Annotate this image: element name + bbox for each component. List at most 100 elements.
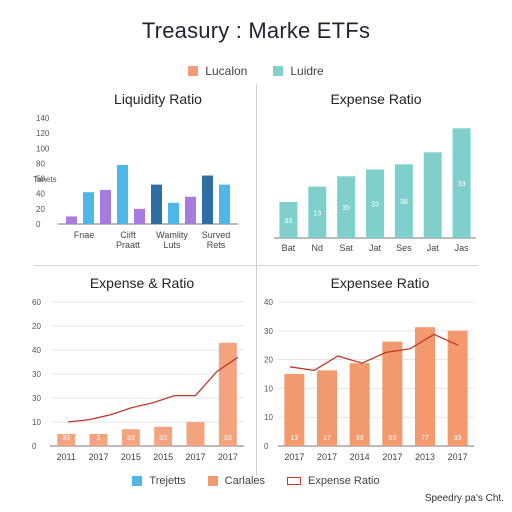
bar <box>134 208 145 224</box>
legend-item: Trejetts <box>132 475 186 487</box>
bar <box>151 184 162 224</box>
bar <box>100 189 111 224</box>
bar-value-label: 33 <box>454 435 462 442</box>
x-tick-label: 2017 <box>317 452 337 462</box>
legend-item: Expense Ratio <box>287 475 380 487</box>
expense-ratio-chart: Expense Ratio 33 Bat 13 Nd 35 Sat 33 Jat 38 Ses Jat… <box>274 91 476 253</box>
bar <box>317 370 337 446</box>
bar <box>423 152 442 238</box>
bar <box>219 184 230 224</box>
y-tick-label: 60 <box>32 298 41 307</box>
source-note: Speedry pa's Cht. <box>424 493 504 504</box>
chart-title: Treasury : Marke ETFs <box>141 18 371 43</box>
y-tick-label: 10 <box>32 418 41 427</box>
legend-item: Carlales <box>207 475 265 487</box>
expense-ratio-line <box>289 333 459 372</box>
y-tick-label: 30 <box>264 327 273 336</box>
bar <box>202 175 213 224</box>
panel-expense-ratio: Expense Ratio 33 Bat 13 Nd 35 Sat 33 Jat 38 Ses Jat… <box>266 88 481 258</box>
x-tick-label: 2011 <box>56 452 75 462</box>
bar <box>308 186 327 238</box>
bar <box>168 202 179 224</box>
vertical-divider <box>256 84 257 476</box>
bar-value-label: 13 <box>290 435 298 442</box>
bar <box>415 327 435 446</box>
x-tick-label: Wamlity Luts <box>156 230 188 250</box>
bar-value-label: 53 <box>388 435 396 442</box>
bottom-legend: Trejetts Carlales Expense Ratio <box>0 475 512 487</box>
expense-and-ratio-chart: Expense & Ratio 0 10 30 30 40 20 60 33 2011 3 2017 3… <box>32 275 244 462</box>
bar-value-label: 35 <box>342 205 350 212</box>
y-tick-label: 100 <box>36 144 50 153</box>
bar-value-label: 33 <box>371 202 379 209</box>
panel-title: Expense Ratio <box>330 91 421 107</box>
legend-line-swatch <box>287 477 302 485</box>
bar <box>349 363 370 446</box>
panel-expense-and-ratio: Expense & Ratio 0 10 30 30 40 20 60 33 2011 3 2017 3… <box>30 272 245 467</box>
bar-value-label: 17 <box>323 435 331 442</box>
y-tick-label: 40 <box>264 298 273 307</box>
horizontal-divider <box>34 265 478 266</box>
bar <box>66 216 77 224</box>
legend-label: Lucalon <box>205 64 248 78</box>
y-tick-label: 0 <box>32 442 37 451</box>
bar <box>284 374 305 446</box>
bar-value-label: 77 <box>421 435 429 442</box>
bar-value-label: 33 <box>285 218 293 225</box>
x-tick-label: Bat <box>282 243 296 253</box>
y-tick-label: 40 <box>32 346 41 355</box>
y-tick-label: 0 <box>264 442 269 451</box>
bar <box>279 202 298 238</box>
panel-expensee-ratio: Expensee Ratio 0 10 10 20 30 40 13 2017 17 2017 33 2… <box>262 272 477 467</box>
top-legend: Lucalon Luidre <box>0 64 512 78</box>
liquidity-ratio-chart: Liquidity Ratio 0 20 40 50 80 100 120 140 Tanets F… <box>33 91 238 250</box>
legend-swatch <box>273 66 284 76</box>
bar <box>57 434 76 446</box>
bar-value-label: 33 <box>127 435 135 442</box>
y-tick-label: 80 <box>36 159 45 168</box>
x-tick-label: 2017 <box>185 452 205 462</box>
y-tick-label: 30 <box>32 370 41 379</box>
y-tick-label: 40 <box>36 190 45 199</box>
x-tick-label: 2015 <box>153 452 173 462</box>
bar-value-label: 38 <box>400 199 408 206</box>
y-tick-label: 10 <box>264 413 273 422</box>
panel-title: Expensee Ratio <box>331 275 430 291</box>
bar <box>121 429 140 446</box>
bar-value-label: 3 <box>97 435 101 442</box>
x-tick-label: Sat <box>339 243 353 253</box>
x-tick-label: 2017 <box>382 452 402 462</box>
panel-title: Expense & Ratio <box>90 275 194 291</box>
legend-swatch <box>207 476 218 486</box>
bar-value-label: 13 <box>313 210 321 217</box>
bar <box>83 192 94 224</box>
bar <box>154 426 173 446</box>
bar <box>218 342 237 446</box>
expense-ratio-line <box>67 356 239 423</box>
y-tick-label: 120 <box>36 129 50 138</box>
bar <box>185 196 196 224</box>
legend-swatch <box>188 66 199 76</box>
bar <box>382 341 403 446</box>
y-tick-label: 140 <box>36 114 50 123</box>
x-tick-label: 2014 <box>350 452 370 462</box>
x-tick-label: Jat <box>369 243 382 253</box>
bar <box>186 422 205 446</box>
y-axis-label: Tanets <box>33 175 57 184</box>
legend-label: Luidre <box>290 64 324 78</box>
x-tick-label: 2017 <box>284 452 304 462</box>
x-tick-label: 2015 <box>121 452 141 462</box>
y-tick-label: 20 <box>36 205 45 214</box>
bar-value-label: 33 <box>62 435 70 442</box>
x-tick-label: Nd <box>312 243 324 253</box>
legend-item: Lucalon <box>188 64 247 78</box>
legend-label: Trejetts <box>149 475 186 487</box>
legend-label: Expense Ratio <box>308 475 380 487</box>
y-tick-label: 20 <box>264 356 273 365</box>
x-tick-label: Jas <box>455 243 470 253</box>
x-tick-label: 2017 <box>448 452 468 462</box>
y-tick-label: 20 <box>32 322 41 331</box>
x-tick-label: Jat <box>427 243 440 253</box>
bar <box>394 164 413 238</box>
bar-value-label: 33 <box>159 435 167 442</box>
